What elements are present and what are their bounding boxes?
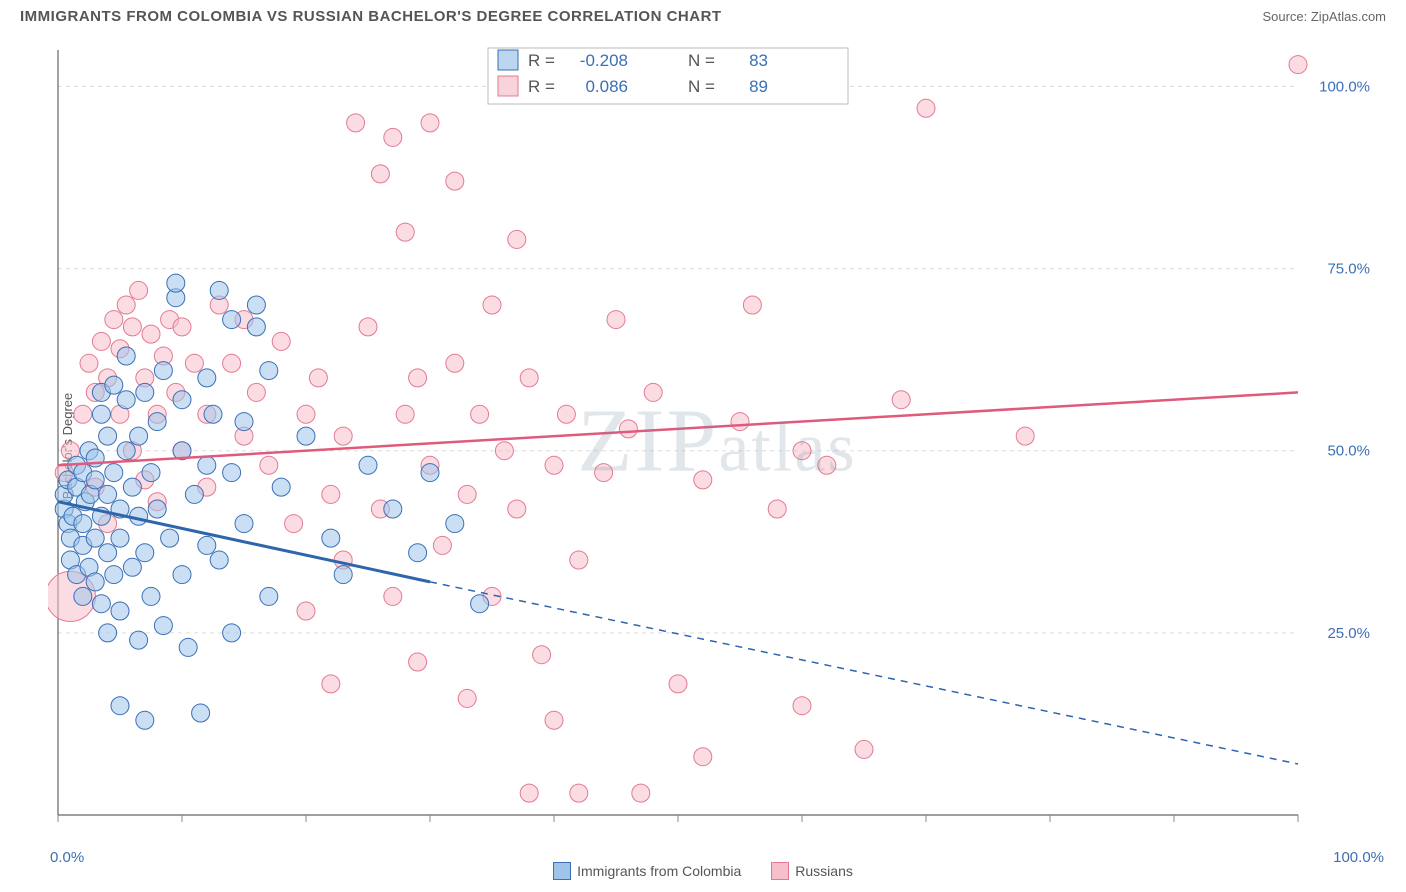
svg-text:75.0%: 75.0%	[1327, 261, 1370, 278]
svg-text:R =: R =	[528, 51, 555, 70]
svg-text:-0.208: -0.208	[580, 51, 628, 70]
svg-text:N =: N =	[688, 77, 715, 96]
svg-text:0.086: 0.086	[585, 77, 628, 96]
legend-item-colombia: Immigrants from Colombia	[553, 862, 741, 880]
scatter-chart: 25.0% 50.0% 75.0% 100.0% R = -0.208 N = 83 R = 0.…	[48, 40, 1378, 835]
legend-swatch-icon	[553, 862, 571, 880]
chart-title: IMMIGRANTS FROM COLOMBIA VS RUSSIAN BACH…	[20, 8, 722, 25]
chart-area: 25.0% 50.0% 75.0% 100.0% R = -0.208 N = 83 R = 0.…	[48, 40, 1386, 842]
svg-text:50.0%: 50.0%	[1327, 443, 1370, 460]
svg-text:25.0%: 25.0%	[1327, 625, 1370, 642]
legend-label: Russians	[795, 863, 853, 879]
legend-swatch-icon	[771, 862, 789, 880]
source-attribution: Source: ZipAtlas.com	[1262, 9, 1386, 24]
svg-text:89: 89	[749, 77, 768, 96]
legend-label: Immigrants from Colombia	[577, 863, 741, 879]
svg-text:83: 83	[749, 51, 768, 70]
svg-text:100.0%: 100.0%	[1319, 78, 1370, 95]
legend-bottom: Immigrants from Colombia Russians	[0, 862, 1406, 880]
legend-item-russians: Russians	[771, 862, 853, 880]
svg-text:N =: N =	[688, 51, 715, 70]
svg-text:R =: R =	[528, 77, 555, 96]
